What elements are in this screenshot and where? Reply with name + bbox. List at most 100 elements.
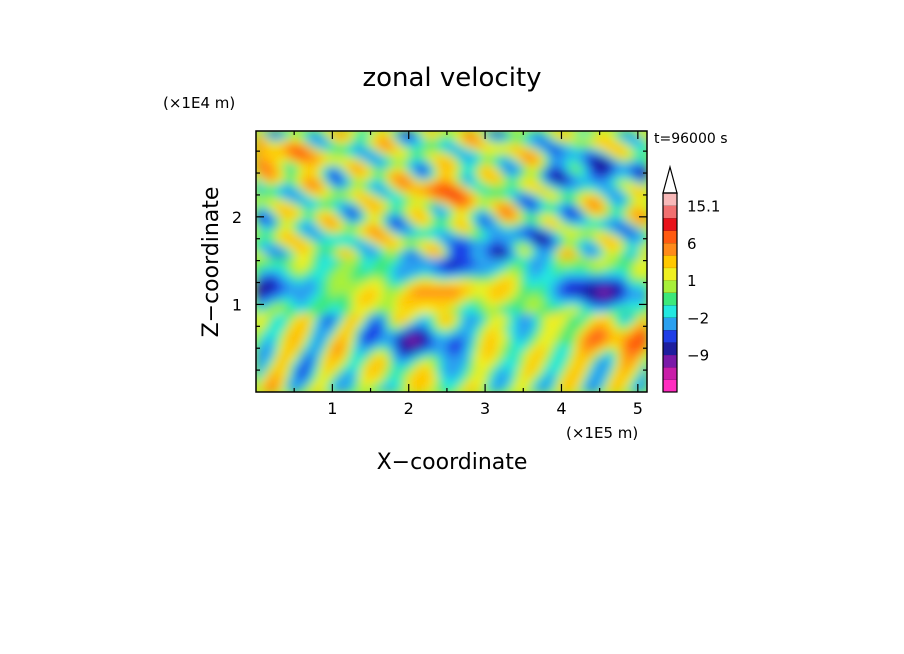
contour-cell: [313, 174, 318, 180]
contour-cell: [463, 313, 469, 319]
contour-cell: [365, 231, 371, 236]
contour-cell: [488, 339, 493, 345]
contour-cell: [284, 318, 290, 323]
contour-cell: [260, 305, 265, 310]
contour-cell: [463, 274, 469, 280]
contour-cell: [431, 248, 436, 254]
contour-cell: [431, 265, 436, 271]
contour-cell: [374, 313, 379, 319]
contour-cell: [357, 278, 363, 284]
contour-cell: [410, 222, 416, 228]
contour-cell: [634, 378, 640, 384]
contour-cell: [321, 209, 326, 215]
contour-cell: [284, 348, 290, 354]
contour-cell: [626, 239, 632, 245]
contour-cell: [549, 331, 554, 337]
contour-cell: [308, 252, 314, 258]
contour-cell: [268, 361, 273, 367]
contour-cell: [573, 200, 579, 206]
contour-cell: [414, 248, 420, 254]
contour-cell: [353, 248, 359, 254]
contour-cell: [537, 187, 542, 193]
contour-cell: [370, 196, 375, 202]
contour-cell: [471, 274, 477, 280]
contour-cell: [260, 278, 265, 284]
contour-cell: [598, 231, 603, 236]
contour-cell: [471, 218, 477, 223]
contour-cell: [288, 278, 294, 284]
contour-cell: [317, 226, 322, 232]
contour-cell: [480, 305, 485, 310]
contour-cell: [463, 283, 469, 289]
contour-cell: [386, 348, 391, 354]
contour-cell: [418, 283, 424, 289]
contour-cell: [370, 300, 375, 306]
contour-cell: [471, 265, 477, 271]
contour-cell: [471, 383, 477, 389]
contour-cell: [610, 383, 616, 389]
contour-cell: [353, 352, 359, 358]
contour-cell: [557, 239, 563, 245]
contour-cell: [447, 187, 453, 193]
contour-cell: [435, 365, 440, 371]
contour-cell: [463, 257, 469, 263]
contour-cell: [260, 191, 265, 197]
contour-cell: [524, 265, 530, 271]
contour-cell: [353, 370, 359, 376]
contour-cell: [577, 365, 583, 371]
contour-cell: [541, 291, 546, 297]
contour-cell: [256, 352, 261, 358]
contour-cell: [480, 187, 485, 193]
contour-cell: [410, 174, 416, 180]
contour-cell: [516, 278, 522, 284]
contour-cell: [496, 191, 501, 197]
contour-cell: [565, 335, 571, 341]
contour-cell: [410, 239, 416, 245]
contour-cell: [374, 196, 379, 202]
contour-cell: [374, 331, 379, 337]
contour-cell: [313, 344, 318, 350]
contour-cell: [516, 287, 522, 293]
contour-cell: [496, 331, 501, 337]
contour-cell: [443, 322, 449, 328]
contour-cell: [439, 339, 444, 345]
contour-cell: [638, 187, 644, 193]
contour-cell: [594, 322, 599, 328]
contour-cell: [357, 352, 363, 358]
contour-cell: [333, 218, 339, 223]
contour-cell: [589, 183, 595, 189]
contour-cell: [357, 305, 363, 310]
contour-cell: [422, 226, 428, 232]
contour-cell: [313, 274, 318, 280]
contour-cell: [365, 378, 371, 384]
contour-cell: [484, 183, 489, 189]
contour-cell: [288, 365, 294, 371]
contour-cell: [357, 170, 363, 176]
contour-cell: [626, 374, 632, 380]
contour-cell: [463, 170, 469, 176]
contour-cell: [353, 309, 359, 315]
contour-cell: [451, 213, 457, 219]
contour-cell: [374, 274, 379, 280]
contour-cell: [475, 287, 481, 293]
contour-cell: [361, 278, 367, 284]
contour-cell: [496, 339, 501, 345]
contour-cell: [288, 239, 294, 245]
contour-cell: [378, 165, 383, 171]
contour-cell: [357, 252, 363, 258]
contour-cell: [349, 257, 355, 263]
contour-cell: [260, 204, 265, 210]
contour-cell: [569, 278, 575, 284]
contour-cell: [541, 344, 546, 350]
contour-cell: [492, 235, 497, 241]
contour-cell: [565, 165, 571, 171]
contour-cell: [272, 252, 277, 258]
contour-cell: [382, 265, 387, 271]
contour-cell: [618, 183, 624, 189]
contour-cell: [488, 331, 493, 337]
contour-cell: [374, 322, 379, 328]
contour-cell: [292, 174, 298, 180]
contour-cell: [292, 348, 298, 354]
contour-cell: [573, 278, 579, 284]
contour-cell: [541, 248, 546, 254]
